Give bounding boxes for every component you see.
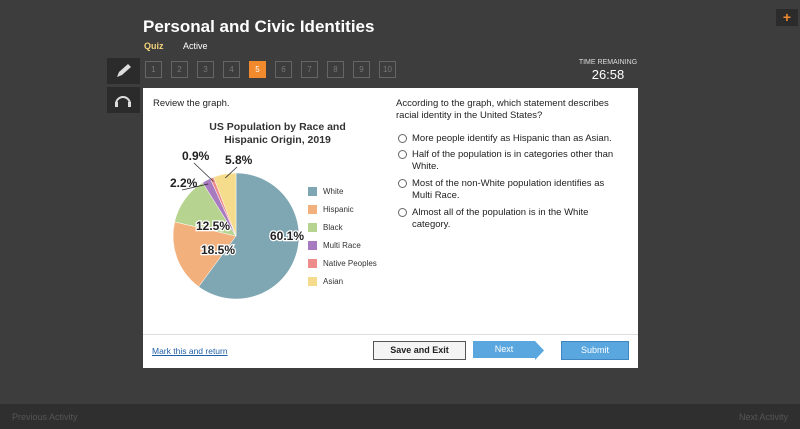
legend-label: Asian [323,277,343,286]
data-label: 60.1% [270,229,304,243]
chart-title: US Population by Race and Hispanic Origi… [209,121,346,146]
question-number[interactable]: 5 [249,61,266,78]
question-number[interactable]: 8 [327,61,344,78]
legend-label: Hispanic [323,205,354,214]
previous-activity[interactable]: Previous Activity [12,412,78,422]
option-text: Almost all of the population is in the W… [412,207,589,230]
radio[interactable] [398,179,407,188]
pie-slice [172,221,237,288]
question-number[interactable]: 4 [223,61,240,78]
timer-label: TIME REMAINING [578,59,638,66]
state: Active [183,41,208,51]
leader-line [181,183,209,191]
legend-swatch [308,277,317,286]
page-title: Personal and Civic Identities [143,17,375,36]
legend-swatch [308,241,317,250]
next-button[interactable]: Next [473,341,535,358]
pie-slice [198,172,300,300]
pie-slice [213,172,237,237]
status: Quiz [144,41,164,51]
option-text: Half of the population is in categories … [412,149,614,172]
legend-label: Multi Race [323,241,361,250]
radio[interactable] [398,150,407,159]
next-arrow [535,341,544,360]
question-number[interactable]: 10 [379,61,396,78]
submit-button[interactable]: Submit [561,341,629,360]
option-text: More people identify as Hispanic than as… [412,133,612,144]
radio[interactable] [398,134,407,143]
leader-line [225,166,238,179]
question-number[interactable]: 6 [275,61,292,78]
audio-tool[interactable] [107,87,140,113]
save-button[interactable]: Save and Exit [373,341,466,360]
legend-swatch [308,259,317,268]
bottom-bar [0,404,800,429]
add-button[interactable]: + [776,9,798,26]
option[interactable]: More people identify as Hispanic than as… [398,133,626,145]
question-number[interactable]: 7 [301,61,318,78]
option[interactable]: Most of the non-White population identif… [398,178,626,202]
legend-label: White [323,187,344,196]
legend-swatch [308,187,317,196]
radio[interactable] [398,208,407,217]
option-text: Most of the non-White population identif… [412,178,605,201]
data-label: 5.8% [225,153,253,167]
question-number[interactable]: 9 [353,61,370,78]
legend-swatch [308,205,317,214]
prompt: Review the graph. [153,98,230,109]
question-text: According to the graph, which statement … [396,98,609,121]
option[interactable]: Almost all of the population is in the W… [398,207,626,231]
question-number[interactable]: 2 [171,61,188,78]
question-number[interactable]: 1 [145,61,162,78]
divider [143,334,638,335]
next-activity[interactable]: Next Activity [738,412,788,422]
legend-label: Black [323,223,344,232]
legend-label: Native Peoples [323,259,377,268]
leader-line [193,162,214,182]
data-label: 0.9% [182,149,210,163]
mark-link[interactable]: Mark this and return [152,346,228,356]
data-label: 2.2% [170,176,198,190]
pencil-tool[interactable] [107,58,140,84]
data-label: 18.5% [201,243,235,257]
timer-value: 26:58 [591,67,625,82]
data-label: 12.5% [196,219,230,233]
question-number[interactable]: 3 [197,61,214,78]
option[interactable]: Half of the population is in categories … [398,149,626,173]
legend-swatch [308,223,317,232]
chart: 60.1% 18.5% 12.5% 2.2% 0.9% 5.8% White Hispanic… [170,149,377,300]
